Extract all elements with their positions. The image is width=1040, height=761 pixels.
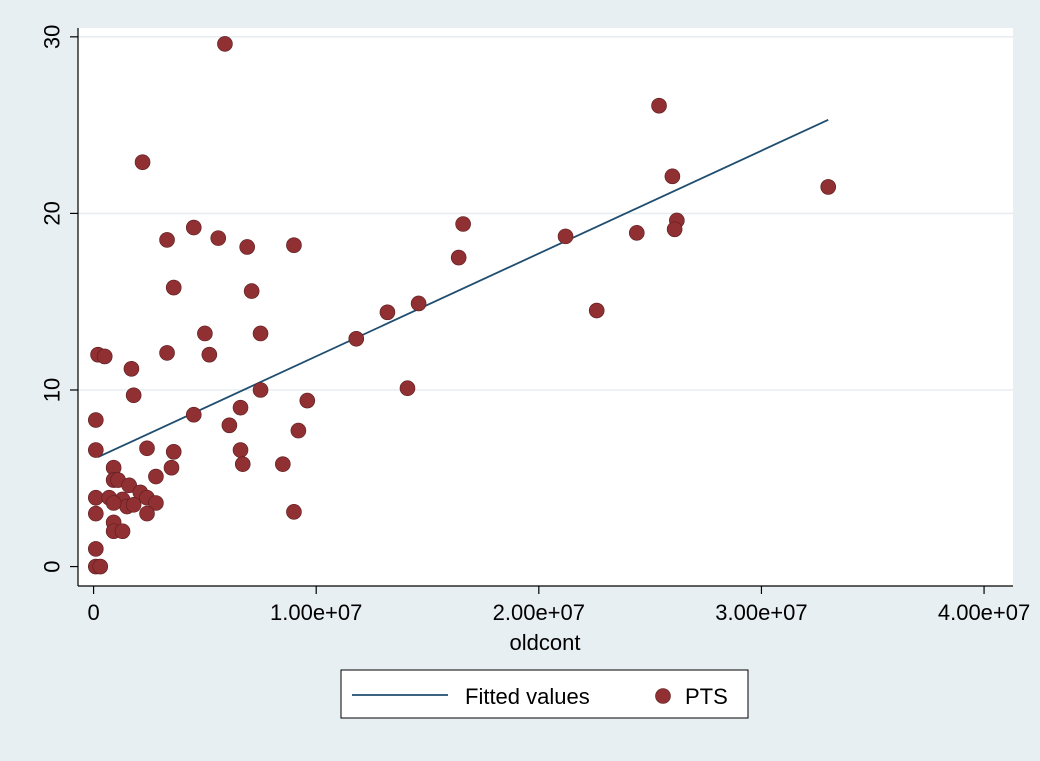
fitted-line-series <box>97 119 829 458</box>
y-tick-label: 10 <box>40 378 65 402</box>
legend: Fitted values PTS <box>340 669 749 719</box>
pts-point <box>123 361 140 377</box>
pts-point <box>455 216 471 232</box>
pts-point <box>88 541 104 557</box>
pts-point <box>379 304 396 321</box>
pts-point <box>165 279 182 296</box>
pts-point <box>286 237 302 253</box>
x-tick-label: 0 <box>87 600 99 625</box>
pts-point <box>234 456 251 472</box>
legend-pts-label: PTS <box>685 684 728 709</box>
pts-point <box>410 295 427 312</box>
pts-point <box>185 406 202 423</box>
pts-point <box>666 221 683 238</box>
pts-point <box>96 348 113 365</box>
pts-point <box>588 302 605 319</box>
x-axis-ticks: 0 1.00e+07 2.00e+07 3.00e+07 4.00e+07 <box>87 586 1030 625</box>
pts-point <box>243 283 260 299</box>
fitted-line <box>97 119 829 458</box>
pts-point <box>159 345 175 361</box>
pts-point <box>139 440 155 457</box>
y-tick-label: 0 <box>40 560 65 572</box>
pts-point <box>125 496 142 513</box>
pts-point <box>252 382 269 398</box>
legend-box <box>340 669 749 719</box>
x-tick-label: 3.00e+07 <box>715 600 807 625</box>
pts-point <box>201 346 218 363</box>
pts-point <box>88 442 104 458</box>
pts-point <box>134 154 151 171</box>
pts-point <box>286 504 302 520</box>
x-tick-label: 4.00e+07 <box>938 600 1030 625</box>
pts-point <box>651 97 667 114</box>
pts-point <box>664 168 681 185</box>
pts-scatter-series <box>88 36 837 575</box>
pts-point <box>121 477 138 494</box>
pts-point <box>148 468 164 485</box>
pts-point <box>820 179 837 195</box>
pts-point <box>232 442 249 458</box>
pts-point <box>252 325 269 342</box>
pts-point <box>299 392 316 409</box>
x-tick-label: 1.00e+07 <box>270 600 362 625</box>
pts-point <box>557 228 574 245</box>
pts-point <box>628 225 645 241</box>
pts-point <box>275 456 291 472</box>
pts-point <box>114 523 131 540</box>
pts-point <box>210 230 227 246</box>
pts-point <box>185 219 202 236</box>
pts-point <box>148 495 164 511</box>
y-tick-label: 30 <box>40 25 65 49</box>
pts-point <box>217 36 233 52</box>
pts-point <box>450 249 467 266</box>
pts-point <box>92 558 109 575</box>
pts-point <box>348 330 365 347</box>
pts-point <box>165 443 182 460</box>
gridlines <box>78 36 1013 391</box>
pts-point <box>125 387 142 404</box>
pts-point <box>221 417 238 434</box>
pts-point <box>399 380 416 397</box>
y-axis-ticks: 0 10 20 30 <box>40 25 78 573</box>
pts-point <box>232 399 249 416</box>
pts-point <box>290 422 307 439</box>
pts-point <box>239 239 255 255</box>
pts-point <box>88 412 104 428</box>
pts-point <box>88 505 104 522</box>
y-tick-label: 20 <box>40 201 65 225</box>
pts-point <box>105 495 122 511</box>
pts-point <box>197 325 213 342</box>
pts-point <box>139 505 155 522</box>
plot-background <box>78 28 1013 586</box>
legend-fitted-label: Fitted values <box>465 684 590 709</box>
pts-point <box>159 232 175 248</box>
pts-point <box>88 489 104 506</box>
legend-pts-marker <box>655 688 671 704</box>
x-tick-label: 2.00e+07 <box>493 600 585 625</box>
pts-point <box>163 459 180 476</box>
x-axis-title: oldcont <box>510 630 581 655</box>
